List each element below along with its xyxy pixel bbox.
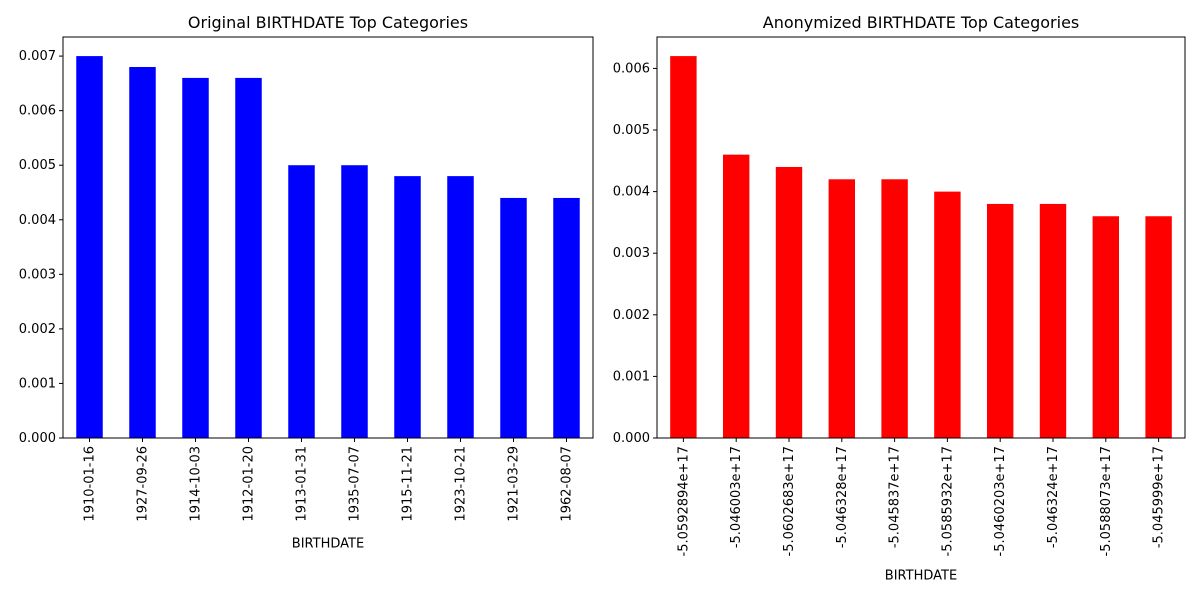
original-x-axis-label: BIRTHDATE <box>292 537 364 552</box>
original-ytick-label-5: 0.005 <box>19 158 56 173</box>
anonymized-xtick-label-3: -5.046328e+17 <box>835 446 850 548</box>
anonymized-xtick-label-2: -5.0602683e+17 <box>782 446 797 556</box>
original-ytick-label-3: 0.003 <box>19 267 56 282</box>
anonymized-bar-0 <box>670 56 697 438</box>
anonymized-ytick-label-4: 0.004 <box>613 185 650 200</box>
anonymized-x-axis-label: BIRTHDATE <box>885 568 957 583</box>
original-bar-9 <box>553 197 580 438</box>
anonymized-bar-9 <box>1145 216 1172 438</box>
original-ytick-label-7: 0.007 <box>19 49 56 64</box>
anonymized-bar-5 <box>934 191 961 438</box>
original-xtick-label-3: 1912-01-20 <box>242 446 257 522</box>
anonymized-bar-4 <box>881 179 908 438</box>
anonymized-xtick-label-4: -5.045837e+17 <box>888 446 903 548</box>
original-xtick-label-1: 1927-09-26 <box>136 446 151 522</box>
anonymized-chart: 0.000 0.001 0.002 0.003 0.004 0.005 0.006 -5.05… <box>613 13 1186 583</box>
anonymized-ytick-label-6: 0.006 <box>613 61 650 76</box>
original-bar-8 <box>500 197 527 438</box>
original-xtick-label-9: 1962-08-07 <box>560 446 575 522</box>
original-xtick-label-0: 1910-01-16 <box>83 446 98 522</box>
original-xtick-label-7: 1923-10-21 <box>454 446 469 522</box>
anonymized-ytick-label-3: 0.003 <box>613 246 650 261</box>
original-xtick-label-6: 1915-11-21 <box>401 446 416 522</box>
anonymized-xtick-label-6: -5.0460203e+17 <box>993 446 1008 556</box>
anonymized-ytick-label-1: 0.001 <box>613 369 650 384</box>
original-ytick-label-6: 0.006 <box>19 104 56 119</box>
anonymized-xtick-label-5: -5.0585932e+17 <box>940 446 955 556</box>
original-ytick-label-2: 0.002 <box>19 322 56 337</box>
anonymized-xtick-label-9: -5.045999e+17 <box>1152 446 1167 548</box>
anonymized-xtick-label-1: -5.046003e+17 <box>729 446 744 548</box>
original-bar-5 <box>341 165 368 439</box>
anonymized-bar-1 <box>723 154 750 438</box>
anonymized-bar-8 <box>1092 216 1119 438</box>
anonymized-bar-7 <box>1039 203 1067 438</box>
original-axes-frame <box>62 36 594 439</box>
original-bar-4 <box>288 165 315 439</box>
original-ytick-label-0: 0.000 <box>19 431 56 446</box>
anonymized-xtick-label-8: -5.0588073e+17 <box>1099 446 1114 556</box>
original-bar-6 <box>394 176 421 439</box>
anonymized-axes-frame <box>656 36 1186 439</box>
original-xtick-label-8: 1921-03-29 <box>507 446 522 522</box>
original-bar-0 <box>76 56 103 438</box>
anonymized-bar-3 <box>828 179 855 438</box>
anonymized-ytick-label-2: 0.002 <box>613 308 650 323</box>
original-ytick-label-4: 0.004 <box>19 213 56 228</box>
original-chart-title: Original BIRTHDATE Top Categories <box>188 13 468 32</box>
anonymized-ytick-label-5: 0.005 <box>613 123 650 138</box>
anonymized-xtick-label-7: -5.046324e+17 <box>1046 446 1061 548</box>
original-bar-3 <box>235 77 262 438</box>
anonymized-chart-title: Anonymized BIRTHDATE Top Categories <box>763 13 1080 32</box>
original-bar-2 <box>182 77 209 438</box>
original-xtick-label-4: 1913-01-31 <box>295 446 310 522</box>
original-chart: 0.000 0.001 0.002 0.003 0.004 0.005 0.006 0.007… <box>19 13 594 552</box>
original-bar-7 <box>447 176 474 439</box>
original-ytick-label-1: 0.001 <box>19 376 56 391</box>
original-bar-1 <box>129 67 156 438</box>
original-xtick-label-2: 1914-10-03 <box>189 446 204 522</box>
anonymized-bar-6 <box>987 203 1014 438</box>
original-xtick-label-5: 1935-07-07 <box>348 446 363 522</box>
anonymized-ytick-label-0: 0.000 <box>613 431 650 446</box>
anonymized-bar-2 <box>775 166 803 438</box>
anonymized-xtick-label-0: -5.0592894e+17 <box>676 446 691 556</box>
